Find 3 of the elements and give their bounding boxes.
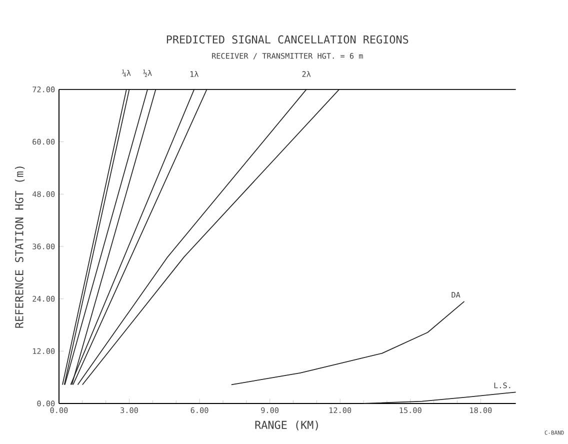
chart-title: PREDICTED SIGNAL CANCELLATION REGIONS	[166, 35, 408, 44]
x-axis-title: RANGE (KM)	[255, 420, 318, 430]
y-axis-title: REFERENCE STATION HGT (m)	[14, 166, 25, 328]
